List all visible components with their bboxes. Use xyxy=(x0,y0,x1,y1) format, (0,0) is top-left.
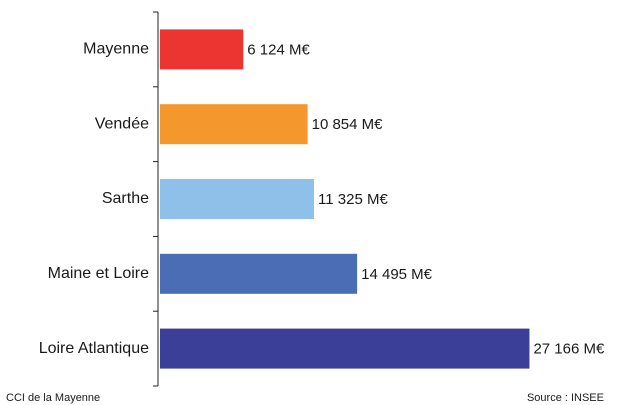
category-label: Loire Atlantique xyxy=(39,340,149,357)
value-label: 6 124 M€ xyxy=(247,41,310,58)
value-label: 11 325 M€ xyxy=(318,191,388,208)
value-label: 10 854 M€ xyxy=(312,116,384,133)
bar xyxy=(160,179,315,219)
category-label: Sarthe xyxy=(102,190,149,207)
category-label: Vendée xyxy=(95,115,149,132)
value-label: 14 495 M€ xyxy=(361,266,433,283)
source: Source : INSEE xyxy=(527,392,604,404)
bar xyxy=(160,328,530,369)
value-label: 27 166 M€ xyxy=(533,341,605,358)
credit: CCI de la Mayenne xyxy=(6,392,100,404)
category-label: Mayenne xyxy=(83,41,149,58)
bar xyxy=(160,253,358,294)
bar xyxy=(160,29,244,70)
bar xyxy=(160,104,308,145)
category-label: Maine et Loire xyxy=(48,265,149,282)
